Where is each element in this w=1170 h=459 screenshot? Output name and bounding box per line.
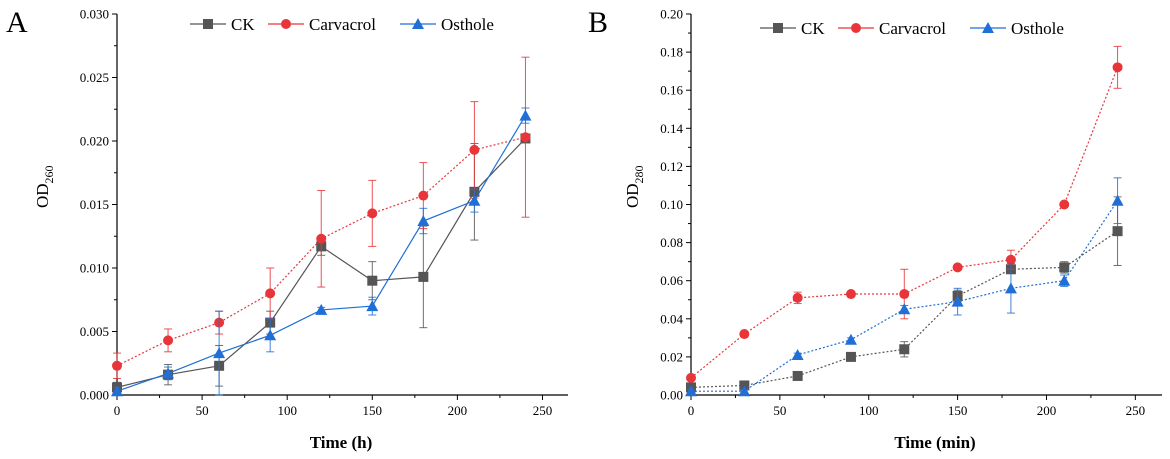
data-point-osthole bbox=[738, 385, 751, 397]
data-point-carvacrol bbox=[469, 144, 480, 155]
data-point-carvacrol bbox=[418, 190, 429, 201]
data-point-osthole bbox=[162, 367, 175, 379]
x-tick-label: 50 bbox=[773, 403, 786, 418]
legend-label-osthole: Osthole bbox=[441, 15, 494, 34]
y-tick-label: 0.02 bbox=[660, 349, 683, 364]
data-point-ck bbox=[792, 370, 803, 381]
y-tick-label: 0.10 bbox=[660, 197, 683, 212]
y-tick-label: 0.025 bbox=[80, 70, 109, 85]
data-point-ck bbox=[845, 351, 856, 362]
data-point-carvacrol bbox=[520, 132, 531, 143]
y-tick-label: 0.08 bbox=[660, 235, 683, 250]
data-point-carvacrol bbox=[739, 329, 750, 340]
y-tick-label: 0.000 bbox=[80, 388, 109, 403]
data-point-osthole bbox=[1111, 194, 1124, 206]
y-tick-label: 0.04 bbox=[660, 311, 683, 326]
data-point-osthole bbox=[1004, 282, 1017, 294]
data-point-carvacrol bbox=[265, 288, 276, 299]
x-tick-label: 100 bbox=[859, 403, 879, 418]
y-tick-label: 0.18 bbox=[660, 45, 683, 60]
legend-label-ck: CK bbox=[231, 15, 255, 34]
legend-marker-carvacrol bbox=[281, 19, 291, 29]
data-point-carvacrol bbox=[845, 289, 856, 300]
x-axis-title: Time (h) bbox=[310, 433, 373, 452]
y-tick-label: 0.015 bbox=[80, 197, 109, 212]
x-tick-label: 100 bbox=[277, 403, 297, 418]
y-tick-label: 0.16 bbox=[660, 83, 683, 98]
x-tick-label: 250 bbox=[533, 403, 553, 418]
x-tick-label: 200 bbox=[448, 403, 468, 418]
data-point-ck bbox=[1059, 262, 1070, 273]
data-point-osthole bbox=[951, 295, 964, 307]
data-point-osthole bbox=[264, 329, 277, 341]
data-point-osthole bbox=[468, 194, 481, 206]
y-axis-title-subscript: 280 bbox=[632, 165, 646, 183]
y-tick-label: 0.005 bbox=[80, 324, 109, 339]
series-line-ck bbox=[690, 230, 1118, 388]
data-point-osthole bbox=[315, 303, 328, 315]
data-point-osthole bbox=[791, 348, 804, 360]
y-tick-label: 0.030 bbox=[80, 7, 109, 22]
legend-marker-osthole bbox=[412, 18, 424, 29]
x-tick-label: 0 bbox=[688, 403, 695, 418]
legend-label-carvacrol: Carvacrol bbox=[309, 15, 376, 34]
x-tick-label: 250 bbox=[1126, 403, 1146, 418]
y-axis-title-subscript: 260 bbox=[42, 165, 56, 183]
panel-b: B Time (min) OD280 0 50 100 150 200 250 0.00 0.… bbox=[588, 6, 1162, 452]
data-point-carvacrol bbox=[112, 360, 122, 371]
y-tick-label: 0.010 bbox=[80, 261, 109, 276]
panel-label: A bbox=[6, 6, 28, 39]
data-point-carvacrol bbox=[792, 292, 803, 303]
y-tick-label: 0.00 bbox=[660, 388, 683, 403]
data-point-osthole bbox=[685, 385, 697, 397]
data-point-carvacrol bbox=[367, 208, 378, 219]
data-point-osthole bbox=[1058, 274, 1071, 286]
data-point-osthole bbox=[417, 215, 430, 227]
data-point-carvacrol bbox=[163, 335, 174, 346]
legend-label-carvacrol: Carvacrol bbox=[879, 19, 946, 38]
data-point-carvacrol bbox=[1112, 62, 1123, 73]
y-axis-title-main: OD bbox=[33, 183, 52, 208]
y-tick-label: 0.20 bbox=[660, 7, 683, 22]
y-tick-label: 0.020 bbox=[80, 134, 109, 149]
data-point-ck bbox=[418, 271, 429, 282]
y-tick-label: 0.12 bbox=[660, 159, 683, 174]
data-point-carvacrol bbox=[686, 372, 696, 383]
legend-marker-ck bbox=[773, 23, 783, 33]
legend-marker-osthole bbox=[982, 22, 994, 33]
data-point-osthole bbox=[213, 347, 226, 359]
y-axis-title: OD260 bbox=[33, 165, 56, 208]
data-point-carvacrol bbox=[316, 233, 327, 244]
data-point-carvacrol bbox=[899, 289, 910, 300]
data-point-osthole bbox=[111, 385, 123, 397]
data-point-carvacrol bbox=[952, 262, 963, 273]
y-axis-title: OD280 bbox=[623, 165, 646, 208]
x-tick-label: 50 bbox=[196, 403, 209, 418]
series-line-carvacrol bbox=[690, 67, 1119, 379]
y-tick-label: 0.06 bbox=[660, 273, 683, 288]
panel-a: A Time (h) OD260 0 50 100 150 200 250 0.000 0.0… bbox=[6, 6, 568, 452]
legend-marker-carvacrol bbox=[851, 23, 861, 33]
data-point-osthole bbox=[844, 333, 857, 345]
x-tick-label: 150 bbox=[363, 403, 383, 418]
data-point-ck bbox=[367, 275, 378, 286]
x-tick-label: 150 bbox=[948, 403, 968, 418]
data-point-carvacrol bbox=[1005, 254, 1016, 265]
data-point-carvacrol bbox=[1059, 199, 1070, 210]
x-tick-label: 200 bbox=[1037, 403, 1057, 418]
y-tick-label: 0.14 bbox=[660, 121, 683, 136]
panel-label: B bbox=[588, 6, 608, 39]
data-point-ck bbox=[1112, 226, 1123, 237]
legend-label-ck: CK bbox=[801, 19, 825, 38]
x-tick-label: 0 bbox=[114, 403, 121, 418]
data-point-osthole bbox=[519, 109, 532, 121]
legend-marker-ck bbox=[203, 19, 213, 29]
data-point-osthole bbox=[898, 303, 911, 315]
y-axis-title-main: OD bbox=[623, 183, 642, 208]
data-point-osthole bbox=[366, 300, 379, 312]
legend-label-osthole: Osthole bbox=[1011, 19, 1064, 38]
data-point-ck bbox=[899, 344, 910, 355]
x-axis-title: Time (min) bbox=[894, 433, 975, 452]
